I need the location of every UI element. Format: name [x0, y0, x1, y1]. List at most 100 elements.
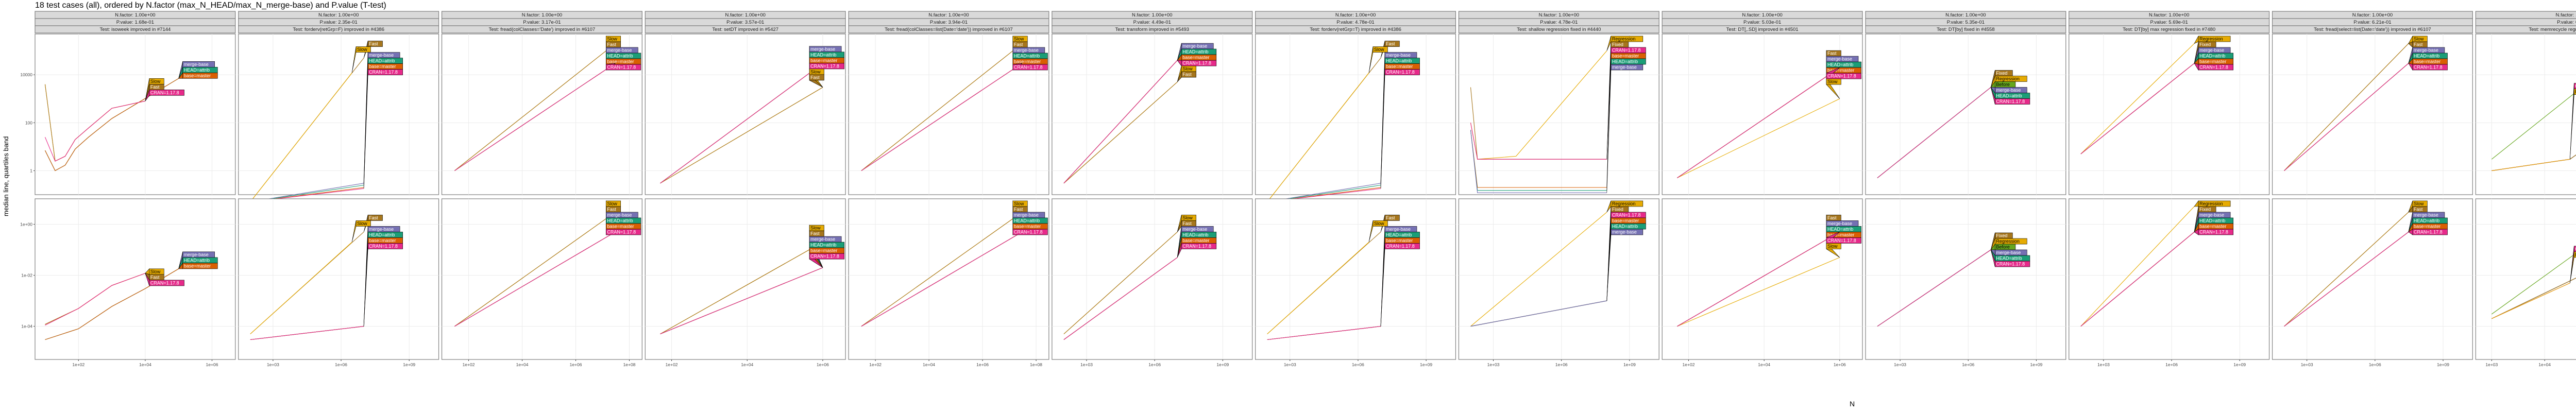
x-axis-label: N — [1850, 400, 1855, 408]
series-label-box — [1384, 215, 1400, 221]
series-label-box — [809, 74, 824, 81]
series-label-box — [367, 243, 403, 249]
panel-strip-label: P.value: 3.17e-01 — [523, 20, 561, 25]
series-label: HEAD=attrib — [1386, 58, 1412, 63]
series-label: Slow — [357, 47, 367, 52]
x-tick-label: 1e+06 — [1555, 362, 1568, 367]
y-tick-label: 1e+00 — [20, 222, 32, 227]
x-tick-label: 1e+09 — [2437, 362, 2449, 367]
panel-strip-label: N.factor: 1.00e+00 — [318, 12, 359, 18]
panel-strip-label: Test: forderv(retGrp=F) improved in #438… — [293, 27, 384, 32]
series-label: HEAD=attrib — [1014, 54, 1040, 59]
series-line — [660, 63, 823, 184]
series-label: Slow — [607, 201, 617, 207]
series-label: merge-base — [2199, 213, 2224, 218]
series-label: base=master — [810, 58, 837, 63]
panel-strip-label: N.factor: 1.00e+00 — [1742, 12, 1782, 18]
x-tick-label: 1e+03 — [1080, 362, 1093, 367]
panel-background — [35, 198, 236, 360]
series-label: Before — [1996, 82, 2010, 87]
series-label-box — [355, 220, 371, 227]
series-line — [2491, 253, 2576, 315]
panel-background — [2069, 198, 2270, 360]
series-label-box — [2574, 246, 2576, 252]
panel-strip-label: N.factor: 1.00e+00 — [2352, 12, 2393, 18]
series-label: Regression — [2199, 37, 2223, 42]
series-label: HEAD=attrib — [1996, 256, 2022, 261]
series-label-box — [1181, 60, 1217, 66]
series-label: CRAN=1.17.8 — [2199, 230, 2228, 235]
series-label: Fast — [1386, 41, 1395, 46]
series-label: HEAD=attrib — [810, 52, 836, 57]
series-label: merge-base — [607, 48, 632, 53]
series-label: Fast — [1386, 215, 1395, 220]
series-label: CRAN=1.17.8 — [1996, 262, 2025, 267]
panel-strip — [1865, 25, 2066, 33]
series-label: base=master — [369, 64, 396, 69]
series-label: Slow — [810, 69, 821, 74]
series-label: base=master — [1827, 68, 1854, 73]
series-label: Slow — [1014, 201, 1024, 207]
x-tick-label: 1e+09 — [2030, 362, 2043, 367]
x-tick-label: 1e+06 — [335, 362, 347, 367]
series-label: base=master — [1612, 218, 1639, 224]
series-line — [861, 43, 1023, 171]
series-label-box — [1826, 243, 1841, 249]
series-line — [250, 242, 352, 334]
series-label: HEAD=attrib — [1182, 49, 1208, 55]
series-line — [1063, 81, 1178, 184]
series-label-box — [2198, 64, 2234, 71]
series-label: base=master — [1014, 59, 1041, 64]
series-label-box — [1995, 98, 2030, 105]
series-label: base=master — [2199, 224, 2226, 229]
series-label-box — [182, 263, 218, 269]
x-tick-label: 1e+06 — [2369, 362, 2381, 367]
x-tick-label: 1e+03 — [1487, 362, 1500, 367]
series-label: base=master — [607, 59, 634, 64]
panel-strip-label: Test: fread(colClasses='Date') improved … — [489, 27, 596, 32]
series-label-box — [1995, 261, 2030, 267]
series-label: Slow — [150, 269, 161, 274]
panel-strip-label: P.value: 6.77e-01 — [2557, 20, 2576, 25]
series-label: Fixed — [2199, 42, 2211, 47]
series-line — [2284, 231, 2409, 327]
series-label: CRAN=1.17.8 — [2414, 230, 2443, 235]
series-label-box — [1384, 69, 1420, 75]
chart-title: 18 test cases (all), ordered by N.factor… — [35, 1, 386, 10]
series-label: Fast — [1182, 72, 1192, 77]
panel-background — [238, 33, 439, 195]
series-label-box — [2574, 83, 2576, 89]
series-label: HEAD=attrib — [1827, 62, 1853, 67]
panel-strip — [1255, 25, 1456, 33]
series-label-box — [149, 280, 184, 286]
series-label: HEAD=attrib — [2199, 218, 2225, 224]
panel-strip-label: P.value: 2.35e-01 — [320, 20, 358, 25]
series-line — [250, 73, 352, 202]
panel-strip-label: N.factor: 1.00e+00 — [928, 12, 969, 18]
series-label: merge-base — [1182, 44, 1207, 49]
series-line — [861, 231, 1023, 327]
x-tick-label: 1e+09 — [1420, 362, 1432, 367]
series-label: Fast — [1014, 207, 1023, 212]
series-line — [1470, 123, 1607, 160]
series-line — [2080, 43, 2195, 154]
panel-strip-label: P.value: 5.69e-01 — [2150, 20, 2188, 25]
panel-strip — [35, 25, 236, 33]
x-tick-label: 1e+04 — [139, 362, 151, 367]
series-label-box — [1181, 243, 1217, 249]
panel-strip-label: N.factor: 1.00e+00 — [1335, 12, 1376, 18]
panel-strip-label: N.factor: 1.00e+00 — [2556, 12, 2576, 18]
x-tick-label: 1e+06 — [1834, 362, 1846, 367]
panel-strip-label: Test: forderv(retGrp=T) improved in #438… — [1310, 27, 1401, 32]
series-label: Before — [1996, 245, 2010, 250]
y-tick-label: 1 — [30, 168, 32, 173]
series-label: Fixed — [2199, 207, 2211, 212]
series-label: Fixed — [1612, 42, 1623, 47]
series-line — [2284, 43, 2409, 171]
series-label: Slow — [607, 37, 617, 42]
series-label-box — [1012, 229, 1048, 235]
panel-strip-label: P.value: 1.68e-01 — [116, 20, 154, 25]
panel-strip-label: P.value: 4.78e-01 — [1540, 20, 1578, 25]
series-label: merge-base — [1386, 53, 1411, 58]
series-label: CRAN=1.17.8 — [2414, 65, 2443, 70]
